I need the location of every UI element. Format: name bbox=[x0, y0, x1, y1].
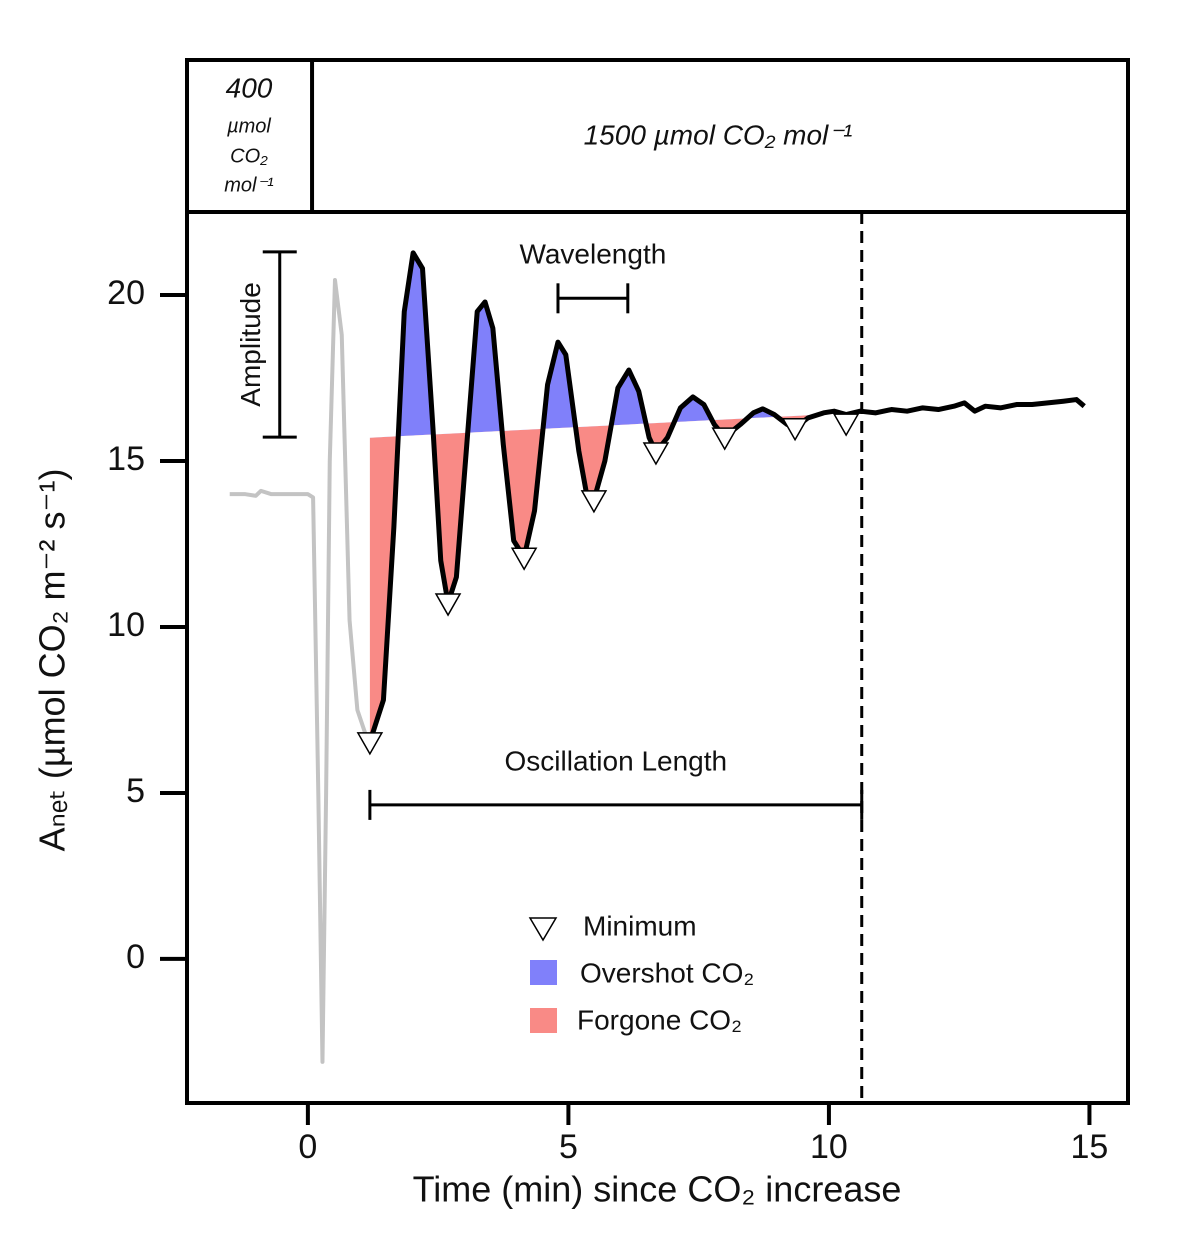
y-tick-label: 5 bbox=[126, 772, 145, 810]
minimum-marker bbox=[781, 418, 809, 442]
x-tick-label: 0 bbox=[298, 1128, 317, 1166]
annotation: Amplitude bbox=[235, 282, 266, 407]
legend-label: Forgone CO₂ bbox=[577, 1004, 742, 1035]
annotation: Wavelength bbox=[519, 239, 666, 270]
y-axis-label: Aₙₑₜ (µmol CO₂ m⁻² s⁻¹) bbox=[32, 468, 73, 851]
frame bbox=[185, 58, 1130, 1105]
legend-swatch bbox=[530, 1008, 557, 1033]
minimum-marker bbox=[434, 593, 462, 617]
y-tick-label: 10 bbox=[107, 606, 145, 644]
header-left: 400 bbox=[226, 72, 273, 103]
y-tick-label: 20 bbox=[107, 274, 145, 312]
minimum-marker bbox=[832, 413, 860, 437]
y-tick-label: 0 bbox=[126, 938, 145, 976]
legend-symbol bbox=[528, 917, 558, 942]
minimum-marker bbox=[356, 732, 384, 756]
forgone-area bbox=[369, 398, 855, 742]
header-left: CO₂ bbox=[230, 145, 268, 167]
minimum-marker bbox=[642, 442, 670, 466]
series-line bbox=[229, 278, 372, 1064]
x-tick-label: 10 bbox=[810, 1128, 848, 1166]
x-axis-label: Time (min) since CO₂ increase bbox=[413, 1169, 902, 1210]
header-left: mol⁻¹ bbox=[224, 174, 274, 196]
series-line bbox=[367, 250, 1086, 743]
y-tick-label: 15 bbox=[107, 440, 145, 478]
x-tick-label: 15 bbox=[1071, 1128, 1109, 1166]
x-tick-label: 5 bbox=[559, 1128, 578, 1166]
legend-label: Overshot CO₂ bbox=[580, 957, 754, 988]
minimum-marker bbox=[580, 490, 608, 514]
header-right: 1500 µmol CO₂ mol⁻¹ bbox=[584, 119, 853, 150]
header-left: µmol bbox=[226, 115, 271, 137]
annotation: Oscillation Length bbox=[505, 745, 728, 776]
overshot-area bbox=[369, 252, 855, 448]
legend-label: Minimum bbox=[583, 910, 697, 941]
legend-swatch bbox=[530, 960, 557, 985]
minimum-marker bbox=[510, 547, 538, 571]
minimum-marker bbox=[711, 427, 739, 451]
